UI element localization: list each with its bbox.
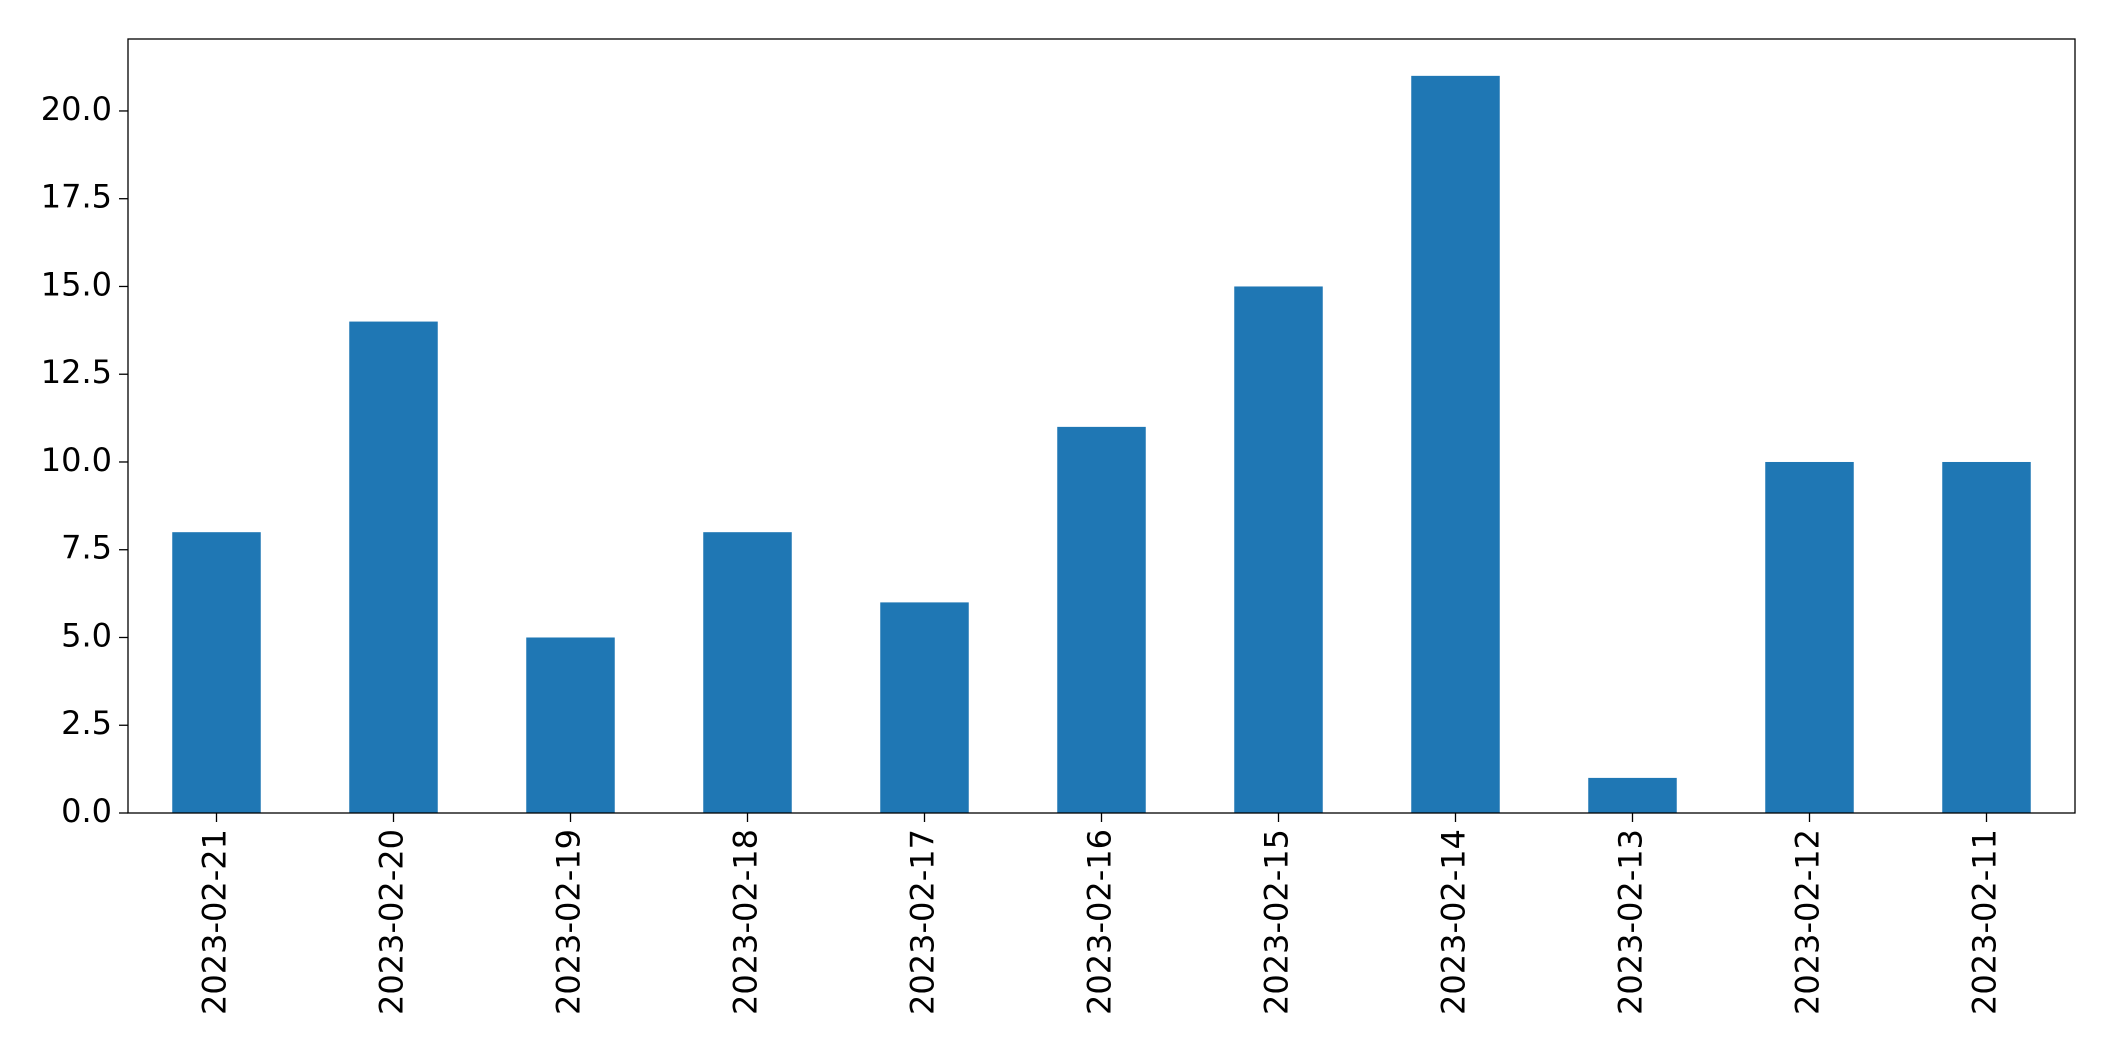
bar <box>880 602 969 813</box>
x-tick-label: 2023-02-14 <box>1435 829 1473 1015</box>
x-tick-label: 2023-02-16 <box>1081 829 1119 1015</box>
x-tick-label: 2023-02-17 <box>904 829 942 1015</box>
bar <box>1411 75 1500 814</box>
y-tick-label: 20.0 <box>41 90 112 128</box>
bar <box>1942 461 2031 813</box>
x-tick-label: 2023-02-13 <box>1612 829 1650 1015</box>
x-tick-label: 2023-02-21 <box>196 829 234 1015</box>
bar <box>703 532 792 813</box>
y-tick-label: 7.5 <box>61 529 112 567</box>
bar <box>172 532 261 813</box>
x-tick-label: 2023-02-20 <box>373 829 411 1015</box>
bar <box>1234 286 1323 814</box>
bar <box>526 637 615 813</box>
y-tick-label: 0.0 <box>61 792 112 830</box>
y-tick-label: 10.0 <box>41 441 112 479</box>
bar <box>1588 777 1677 813</box>
bar <box>349 321 438 813</box>
y-tick-label: 12.5 <box>41 353 112 391</box>
x-tick-label: 2023-02-19 <box>550 829 588 1015</box>
bar <box>1057 426 1146 813</box>
x-tick-label: 2023-02-18 <box>727 829 765 1015</box>
x-tick-label: 2023-02-11 <box>1966 829 2004 1015</box>
x-tick-label: 2023-02-12 <box>1789 829 1827 1015</box>
plot-frame <box>127 38 2076 814</box>
y-tick-label: 2.5 <box>61 704 112 742</box>
y-tick-label: 15.0 <box>41 265 112 303</box>
x-tick-label: 2023-02-15 <box>1258 829 1296 1015</box>
y-tick-label: 17.5 <box>41 178 112 216</box>
y-tick-label: 5.0 <box>61 616 112 654</box>
bar <box>1765 461 1854 813</box>
